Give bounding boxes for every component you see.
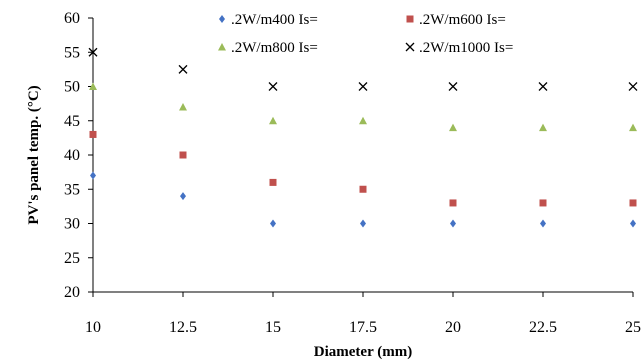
data-point — [90, 171, 96, 180]
axes — [92, 18, 633, 293]
data-point — [270, 219, 276, 228]
y-tick-label: 35 — [64, 181, 80, 198]
x-tick-label: 15 — [265, 319, 281, 336]
x-tick-label: 20 — [445, 319, 461, 336]
data-point — [359, 185, 367, 193]
legend-label: .2W/m800 Is= — [231, 40, 318, 56]
y-tick-label: 40 — [64, 147, 80, 164]
data-point — [628, 82, 638, 91]
data-point — [179, 103, 187, 111]
data-point — [629, 199, 637, 207]
y-tick-label: 30 — [64, 216, 80, 233]
data-point — [359, 116, 367, 125]
y-tick-label: 60 — [64, 10, 80, 27]
data-point — [179, 151, 187, 159]
legend-marker — [405, 42, 415, 52]
data-point — [269, 116, 277, 125]
legend-marker — [218, 43, 226, 51]
y-tick-label: 50 — [64, 79, 80, 96]
x-tick-label: 10 — [85, 319, 101, 336]
y-tick-label: 45 — [64, 113, 80, 130]
data-point — [630, 219, 636, 228]
data-point — [358, 82, 368, 91]
data-point — [269, 178, 277, 186]
data-point — [88, 47, 98, 57]
legend-label: .2W/m400 Is= — [231, 12, 318, 28]
data-point — [268, 82, 278, 91]
data-point — [89, 130, 97, 138]
y-tick-label: 25 — [64, 250, 80, 267]
legend-label: .2W/m1000 Is= — [419, 40, 513, 56]
x-tick-label: 12.5 — [169, 319, 197, 336]
x-tick-label: 25 — [625, 319, 641, 336]
ticks: 20 25 30 35 40 45 50 55 60 10 12.5 15 17.5 20 22.5 25 — [64, 10, 641, 336]
data-point — [180, 192, 186, 201]
data-point — [360, 219, 366, 228]
data-point — [538, 82, 548, 91]
legend-marker — [219, 15, 225, 23]
data-point — [539, 199, 547, 207]
y-axis-title: PV's panel temp. (°C) — [26, 85, 42, 224]
y-tick-label: 20 — [64, 284, 80, 301]
x-tick-label: 22.5 — [529, 319, 557, 336]
legend-marker — [406, 15, 414, 23]
data-point — [540, 219, 546, 228]
legend-label: .2W/m600 Is= — [419, 12, 506, 28]
data-point — [448, 82, 458, 91]
y-tick-label: 55 — [64, 44, 80, 61]
legend: .2W/m400 Is= .2W/m600 Is= .2W/m800 Is= .2W/… — [218, 12, 513, 56]
x-axis-title: Diameter (mm) — [314, 344, 412, 360]
data-point — [539, 123, 547, 132]
x-tick-label: 17.5 — [349, 319, 377, 336]
data-point — [450, 219, 456, 228]
data-point — [89, 82, 97, 90]
data-points — [88, 47, 638, 228]
data-point — [178, 64, 188, 74]
data-point — [449, 123, 457, 132]
data-point — [629, 123, 637, 132]
data-point — [449, 199, 457, 207]
